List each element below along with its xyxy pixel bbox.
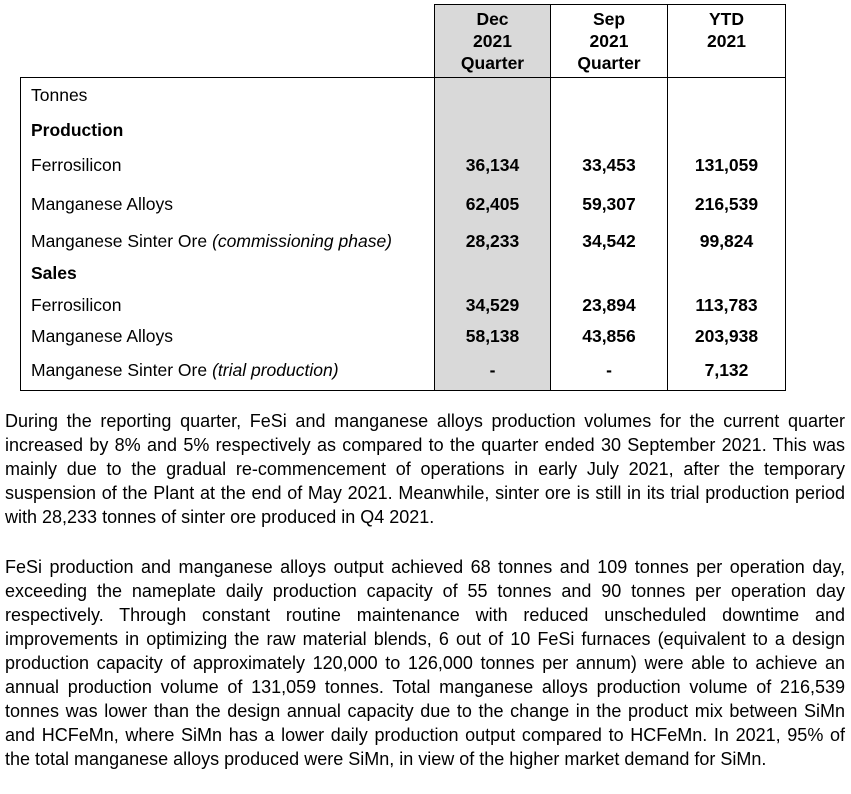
table-header: Dec 2021 Quarter Sep 2021 Quarter YTD 20…	[21, 4, 786, 78]
row-label-text: Manganese Alloys	[31, 193, 174, 214]
cell-sep-value: 43,856	[550, 321, 668, 351]
header-sep-2021-quarter: Sep 2021 Quarter	[550, 4, 668, 78]
table-row-sales-section: Sales	[20, 257, 786, 290]
row-label-text: Ferrosilicon	[31, 155, 122, 175]
commentary-paragraph-2: FeSi production and manganese alloys out…	[5, 557, 845, 769]
cell-sep-value	[550, 113, 668, 148]
cell-dec-value	[434, 257, 551, 290]
cell-ytd-value	[667, 113, 786, 148]
cell-dec-value: 58,138	[434, 321, 551, 351]
production-sales-table: Dec 2021 Quarter Sep 2021 Quarter YTD 20…	[20, 4, 786, 391]
row-label: Manganese Alloys	[20, 321, 435, 351]
row-label: Tonnes	[20, 77, 435, 114]
header-dec-2021-quarter: Dec 2021 Quarter	[434, 4, 551, 78]
table-row-sales-sinter-ore: Manganese Sinter Ore (trial production) -…	[20, 350, 786, 391]
table-row-sales-ferrosilicon: Ferrosilicon 34,529 23,894 113,783	[20, 289, 786, 322]
cell-dec-value: 28,233	[434, 224, 551, 258]
row-label: Production	[20, 113, 435, 148]
table-body: Tonnes Production Ferrosilicon 36,134 33…	[20, 77, 786, 391]
row-label: Ferrosilicon	[20, 289, 435, 322]
table-row-production-section: Production	[20, 113, 786, 148]
row-label: Manganese Alloys	[20, 183, 435, 225]
cell-sep-value	[550, 77, 668, 114]
cell-ytd-value: 216,539	[667, 183, 786, 225]
cell-sep-value: 23,894	[550, 289, 668, 322]
table-row-production-manganese-alloys: Manganese Alloys 62,405 59,307 216,539	[20, 183, 786, 225]
row-label: Ferrosilicon	[20, 147, 435, 184]
header-ytd-2021: YTD 2021	[667, 4, 786, 78]
table-row-sales-manganese-alloys: Manganese Alloys 58,138 43,856 203,938	[20, 321, 786, 351]
cell-ytd-value: 7,132	[667, 350, 786, 391]
header-row: Dec 2021 Quarter Sep 2021 Quarter YTD 20…	[21, 4, 786, 78]
cell-sep-value	[550, 257, 668, 290]
cell-dec-value: 34,529	[434, 289, 551, 322]
header-spacer	[21, 5, 435, 78]
row-label: Manganese Sinter Ore (trial production)	[20, 350, 435, 391]
row-label-text: Manganese Alloys	[31, 325, 174, 346]
row-label-text: Manganese Sinter Ore	[31, 359, 208, 380]
cell-sep-value: 33,453	[550, 147, 668, 184]
cell-sep-value: 34,542	[550, 224, 668, 258]
table-row-production-sinter-ore: Manganese Sinter Ore (commissioning phase…	[20, 224, 786, 258]
cell-dec-value: 62,405	[434, 183, 551, 225]
row-label-note: (trial production)	[212, 359, 339, 380]
cell-ytd-value	[667, 77, 786, 114]
row-label: Manganese Sinter Ore (commissioning phase…	[20, 224, 435, 258]
cell-ytd-value: 203,938	[667, 321, 786, 351]
row-label-text: Ferrosilicon	[31, 295, 122, 315]
cell-dec-value: 36,134	[434, 147, 551, 184]
cell-ytd-value: 113,783	[667, 289, 786, 322]
cell-dec-value	[434, 113, 551, 148]
cell-dec-value	[434, 77, 551, 114]
row-label: Sales	[20, 257, 435, 290]
cell-sep-value: -	[550, 350, 668, 391]
table-row-production-ferrosilicon: Ferrosilicon 36,134 33,453 131,059	[20, 147, 786, 184]
row-label-text: Production	[31, 120, 124, 140]
table-row-tonnes: Tonnes	[20, 77, 786, 114]
row-label-text: Sales	[31, 263, 77, 283]
row-label-text: Manganese Sinter Ore	[31, 230, 208, 251]
commentary-paragraph-1: During the reporting quarter, FeSi and m…	[5, 411, 845, 527]
cell-ytd-value	[667, 257, 786, 290]
row-label-note: (commissioning phase)	[212, 230, 393, 251]
cell-sep-value: 59,307	[550, 183, 668, 225]
cell-dec-value: -	[434, 350, 551, 391]
cell-ytd-value: 131,059	[667, 147, 786, 184]
cell-ytd-value: 99,824	[667, 224, 786, 258]
row-label-text: Tonnes	[31, 85, 88, 106]
